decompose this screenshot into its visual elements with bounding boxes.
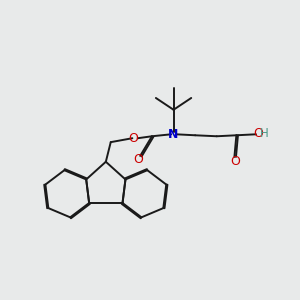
Text: O: O	[230, 155, 240, 168]
Text: N: N	[168, 128, 179, 141]
Text: O: O	[253, 127, 263, 140]
Text: O: O	[128, 132, 138, 145]
Text: H: H	[260, 127, 269, 140]
Text: O: O	[133, 153, 143, 166]
